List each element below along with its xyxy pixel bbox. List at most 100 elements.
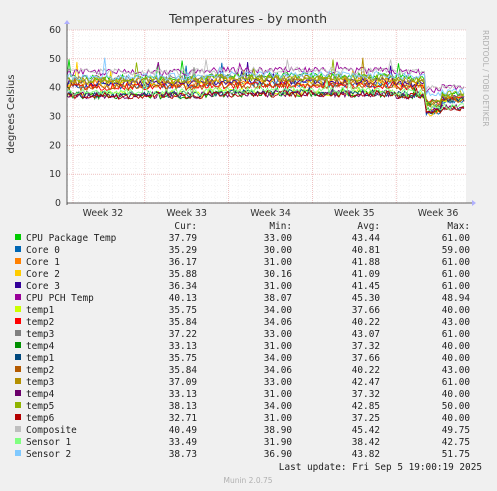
- x-axis-arrow: [472, 200, 476, 206]
- legend-value-max: 61.00: [442, 269, 471, 280]
- legend-value-cur: 37.22: [169, 329, 197, 340]
- legend-label: Core 3: [26, 281, 60, 292]
- legend-swatch: [15, 294, 21, 300]
- last-update: Last update: Fri Sep 5 19:00:19 2025: [279, 462, 482, 473]
- legend-value-avg: 37.66: [352, 353, 381, 364]
- legend-value-avg: 41.45: [352, 281, 380, 292]
- series-line-14: [66, 59, 465, 106]
- y-axis-arrow: [64, 20, 70, 24]
- legend-value-avg: 41.88: [352, 257, 381, 268]
- legend-value-max: 61.00: [442, 329, 471, 340]
- legend-value-cur: 37.79: [169, 233, 198, 244]
- legend-value-max: 61.00: [442, 281, 471, 292]
- legend-value-cur: 35.75: [169, 353, 197, 364]
- legend-label: temp1: [26, 353, 55, 364]
- legend-swatch: [15, 330, 21, 336]
- legend-value-max: 49.75: [442, 425, 470, 436]
- legend-value-min: 31.00: [264, 389, 293, 400]
- legend-value-cur: 33.13: [169, 341, 197, 352]
- legend-swatch: [15, 378, 21, 384]
- legend-value-max: 40.00: [442, 305, 471, 316]
- legend-swatch: [15, 282, 21, 288]
- series-line-13: [66, 86, 465, 115]
- grid: [67, 29, 466, 204]
- legend-value-min: 31.00: [264, 257, 293, 268]
- series-line-15: [66, 87, 465, 114]
- y-tick-label: 50: [49, 54, 61, 65]
- legend-value-avg: 38.42: [352, 437, 380, 448]
- legend-value-avg: 42.85: [352, 401, 380, 412]
- legend-label: Core 2: [26, 269, 60, 280]
- legend-value-max: 50.00: [442, 401, 471, 412]
- legend-swatch: [15, 414, 21, 420]
- legend-label: temp4: [26, 341, 55, 352]
- legend-value-max: 61.00: [442, 257, 471, 268]
- legend-value-min: 33.00: [264, 329, 293, 340]
- legend-value-cur: 35.84: [169, 365, 198, 376]
- legend-header-min: Min:: [269, 221, 292, 232]
- legend-value-max: 40.00: [442, 389, 471, 400]
- legend-value-min: 34.06: [264, 317, 293, 328]
- chart-title: Temperatures - by month: [168, 11, 327, 26]
- legend-value-cur: 38.73: [169, 449, 197, 460]
- legend-swatch: [15, 366, 21, 372]
- legend-value-max: 42.75: [442, 437, 470, 448]
- legend-label: Sensor 1: [26, 437, 72, 448]
- legend-value-min: 33.00: [264, 377, 293, 388]
- legend-swatch: [15, 402, 21, 408]
- legend-swatch: [15, 354, 21, 360]
- legend: Cur: Min: Avg: Max: CPU Package Temp 37.7…: [15, 221, 470, 460]
- legend-value-min: 34.06: [264, 365, 293, 376]
- legend-value-avg: 45.42: [352, 425, 380, 436]
- legend-value-min: 31.00: [264, 341, 293, 352]
- legend-value-avg: 41.09: [352, 269, 381, 280]
- legend-label: CPU PCH Temp: [26, 293, 94, 304]
- legend-value-min: 38.90: [264, 425, 293, 436]
- legend-swatch: [15, 342, 21, 348]
- legend-value-avg: 37.32: [352, 389, 380, 400]
- y-tick-label: 10: [49, 169, 61, 180]
- legend-value-max: 40.00: [442, 413, 471, 424]
- axes: 0 10 20 30 40 50 60 Week 32 Week 33 Week 34 Week 3…: [49, 20, 476, 219]
- legend-value-cur: 35.29: [169, 245, 198, 256]
- legend-label: temp6: [26, 413, 55, 424]
- legend-value-min: 31.00: [264, 281, 293, 292]
- legend-value-avg: 45.30: [352, 293, 381, 304]
- legend-value-min: 34.00: [264, 401, 293, 412]
- x-tick-label: Week 34: [250, 208, 291, 219]
- y-tick-label: 40: [49, 83, 61, 94]
- munin-version: Munin 2.0.75: [223, 476, 272, 485]
- series-lines: [66, 57, 465, 117]
- legend-header-avg: Avg:: [357, 221, 380, 232]
- legend-value-max: 51.75: [442, 449, 470, 460]
- x-tick-label: Week 33: [166, 208, 207, 219]
- legend-value-max: 61.00: [442, 233, 471, 244]
- legend-value-avg: 43.44: [352, 233, 381, 244]
- legend-value-avg: 37.32: [352, 341, 380, 352]
- legend-label: temp1: [26, 305, 55, 316]
- x-tick-label: Week 35: [334, 208, 375, 219]
- y-tick-label: 30: [49, 112, 61, 123]
- legend-value-cur: 37.09: [169, 377, 198, 388]
- legend-value-min: 30.00: [264, 245, 293, 256]
- legend-value-cur: 33.49: [169, 437, 198, 448]
- legend-value-avg: 43.82: [352, 449, 380, 460]
- legend-value-avg: 37.66: [352, 305, 381, 316]
- x-tick-label: Week 32: [83, 208, 124, 219]
- x-tick-label: Week 36: [418, 208, 459, 219]
- legend-label: temp5: [26, 401, 54, 412]
- legend-value-cur: 32.71: [169, 413, 198, 424]
- legend-value-min: 31.90: [264, 437, 293, 448]
- legend-value-cur: 36.17: [169, 257, 197, 268]
- legend-value-cur: 35.88: [169, 269, 198, 280]
- plot-area: [67, 30, 466, 203]
- legend-label: Core 0: [26, 245, 60, 256]
- legend-label: Core 1: [26, 257, 60, 268]
- legend-label: CPU Package Temp: [26, 233, 117, 244]
- legend-value-min: 36.90: [264, 449, 293, 460]
- legend-value-max: 48.94: [442, 293, 471, 304]
- legend-value-avg: 43.07: [352, 329, 380, 340]
- legend-value-max: 43.00: [442, 317, 471, 328]
- legend-label: temp3: [26, 329, 54, 340]
- legend-swatch: [15, 426, 21, 432]
